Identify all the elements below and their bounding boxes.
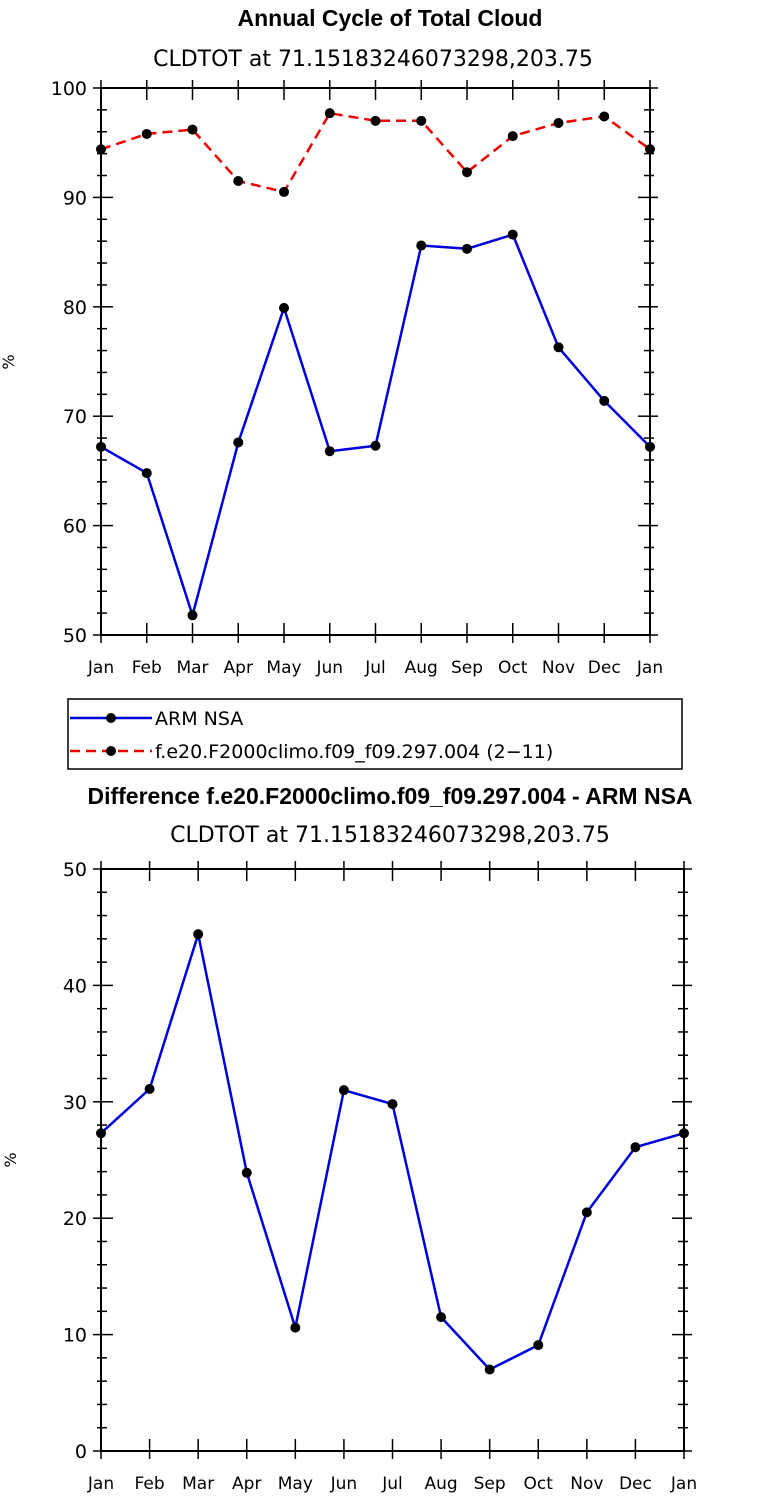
chart1-legend: ARM NSA f.e20.F2000climo.f09_f09.297.004… xyxy=(67,698,683,770)
chart2-series-0-point xyxy=(96,1128,106,1139)
chart1-series-0-point xyxy=(324,446,335,457)
chart2-ytick-label: 40 xyxy=(63,975,87,997)
chart2-xtick-label: Jul xyxy=(381,1474,403,1494)
chart2-ytick-label: 10 xyxy=(63,1325,87,1347)
chart1-series-1-point xyxy=(416,115,427,126)
chart2-series-0-point xyxy=(387,1099,398,1110)
chart1-xtick-label: Mar xyxy=(176,658,208,678)
chart1-ytick-label: 70 xyxy=(63,406,87,428)
legend-arm-marker xyxy=(106,713,116,723)
chart1-ytick-label: 80 xyxy=(63,297,87,319)
chart2-series-0-point xyxy=(193,929,204,940)
chart1-series-line-0 xyxy=(100,233,651,617)
chart2-xtick-label: Jan xyxy=(670,1474,697,1494)
chart2-series-0-point xyxy=(436,1312,447,1323)
chart2-xtick-label: Nov xyxy=(570,1474,603,1494)
chart2-ytick-label: 0 xyxy=(75,1441,87,1463)
legend-box xyxy=(67,698,683,770)
chart1-series-0-point xyxy=(507,229,518,240)
chart1-series-1-point xyxy=(233,175,244,186)
legend-arm-label: ARM NSA xyxy=(155,708,243,730)
chart1-xtick-label: Apr xyxy=(224,658,253,678)
chart2-series-0-point xyxy=(241,1167,252,1178)
chart1-series-0-point xyxy=(462,243,472,254)
chart2-xtick-label: Jun xyxy=(330,1474,358,1494)
chart1-xtick-label: Dec xyxy=(588,658,621,678)
chart2-series-0-point xyxy=(679,1128,689,1139)
chart1-series-1-point xyxy=(599,111,610,122)
chart2-xtick-label: Apr xyxy=(232,1474,261,1494)
chart2-xtick-label: Dec xyxy=(619,1474,652,1494)
chart2-xtick-label: Sep xyxy=(474,1474,506,1494)
chart1-series-0-point xyxy=(141,468,152,479)
chart2-plot-frame xyxy=(100,868,685,1452)
chart1-series-1-point xyxy=(187,124,198,135)
legend-model-label: f.e20.F2000climo.f09_f09.297.004 (2−11) xyxy=(155,741,553,763)
chart1-series-1-point xyxy=(370,115,381,126)
legend-model-marker xyxy=(106,746,116,756)
difference-chart: Difference f.e20.F2000climo.f09_f09.297.… xyxy=(1,783,697,1494)
chart1-series-0-point xyxy=(187,610,198,621)
chart1-xtick-label: Jan xyxy=(636,658,663,678)
chart2-series-line-0 xyxy=(100,932,685,1371)
chart2-xtick-label: Oct xyxy=(524,1474,554,1494)
chart2-xtick-label: Feb xyxy=(135,1474,165,1494)
chart1-series-0-point xyxy=(370,440,381,451)
chart2-xtick-label: Aug xyxy=(424,1474,457,1494)
chart1-series-0-point xyxy=(96,441,106,452)
chart1-series-1-point xyxy=(279,186,289,197)
chart1-xtick-label: Feb xyxy=(132,658,162,678)
chart1-ytick-label: 50 xyxy=(63,625,87,647)
chart1-xtick-label: Jan xyxy=(87,658,114,678)
chart2-xtick-label: Mar xyxy=(182,1474,214,1494)
chart1-ytick-label: 100 xyxy=(51,78,87,100)
chart1-xtick-label: Jul xyxy=(364,658,386,678)
chart1-series-1-point xyxy=(462,167,472,178)
chart1-series-0-point xyxy=(553,342,564,353)
chart1-xtick-label: Aug xyxy=(405,658,438,678)
chart2-ytick-label: 30 xyxy=(63,1092,87,1114)
chart2-ytick-label: 50 xyxy=(63,859,87,881)
chart1-series-1-point xyxy=(553,118,564,129)
chart1-series-0-point xyxy=(416,240,427,251)
chart2-series-0-point xyxy=(533,1340,544,1351)
chart2-ytick-label: 20 xyxy=(63,1208,87,1230)
chart1-series-1-point xyxy=(324,108,335,119)
chart1-series-0-point xyxy=(599,395,610,406)
chart1-series-0-point xyxy=(645,441,655,452)
chart1-ytick-label: 90 xyxy=(63,187,87,209)
chart1-series-1-point xyxy=(141,128,152,139)
chart2-series-0-point xyxy=(338,1085,349,1096)
chart1-series-1-point xyxy=(507,131,518,142)
chart2-series-0-point xyxy=(290,1322,301,1333)
chart2-ylabel: % xyxy=(1,1152,20,1167)
chart2-xtick-label: May xyxy=(278,1474,313,1494)
chart1-plot-frame xyxy=(100,87,651,636)
chart2-subtitle: CLDTOT at 71.15183246073298,203.75 xyxy=(170,823,610,848)
chart1-ytick-label: 60 xyxy=(63,516,87,538)
chart2-series-0-point xyxy=(484,1364,495,1375)
chart1-subtitle: CLDTOT at 71.15183246073298,203.75 xyxy=(153,47,593,72)
chart1-xtick-label: May xyxy=(266,658,301,678)
chart2-series-0-point xyxy=(144,1083,155,1094)
chart1-xtick-label: Jun xyxy=(315,658,343,678)
chart1-title: Annual Cycle of Total Cloud xyxy=(238,5,543,31)
chart1-xtick-label: Sep xyxy=(451,658,483,678)
chart2-series-0-point xyxy=(581,1207,592,1218)
chart2-xtick-label: Jan xyxy=(87,1474,114,1494)
chart1-series-1-point xyxy=(645,144,655,155)
chart1-xtick-label: Nov xyxy=(542,658,575,678)
chart2-series-0-point xyxy=(630,1142,641,1153)
chart1-xtick-label: Oct xyxy=(498,658,528,678)
chart1-ylabel: % xyxy=(0,354,18,369)
chart1-series-1-point xyxy=(96,144,106,155)
chart1-series-0-point xyxy=(233,437,244,448)
chart1-series-0-point xyxy=(279,302,289,313)
chart2-title: Difference f.e20.F2000climo.f09_f09.297.… xyxy=(87,783,692,809)
annual-cycle-chart: Annual Cycle of Total Cloud CLDTOT at 71… xyxy=(0,5,683,770)
